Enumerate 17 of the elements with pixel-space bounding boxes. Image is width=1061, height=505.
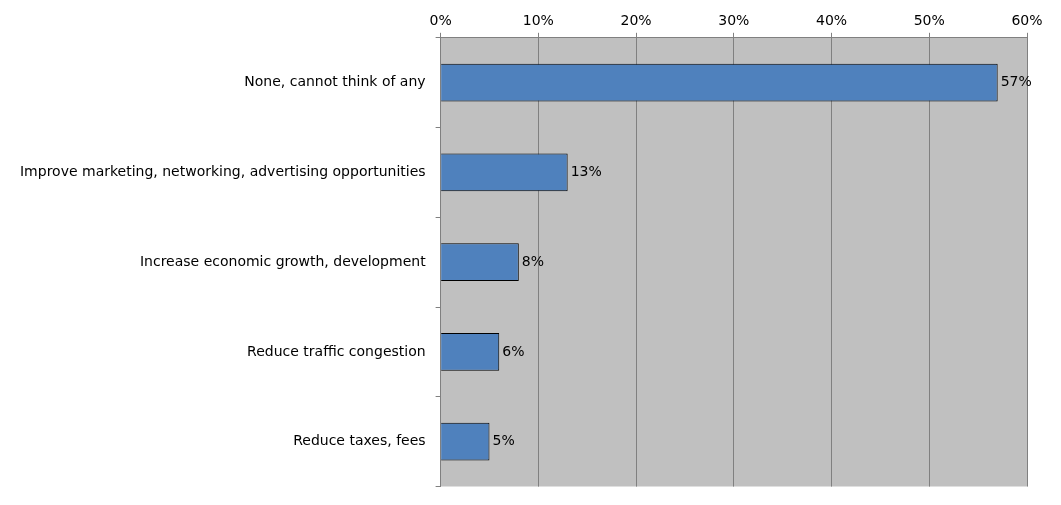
x-tick-label: 20% xyxy=(620,12,652,29)
y-tick-label: Improve marketing, networking, advertising opportunities xyxy=(19,163,426,180)
x-tick-label: 10% xyxy=(522,12,554,29)
data-label: 8% xyxy=(521,252,545,269)
data-label: 57% xyxy=(1000,73,1032,90)
x-tick-label: 40% xyxy=(815,12,848,29)
y-tick-label: None, cannot think of any xyxy=(244,73,426,90)
x-tick-label: 50% xyxy=(913,12,945,29)
x-tick-label: 30% xyxy=(718,12,750,29)
x-tick-label: 0% xyxy=(429,12,452,29)
y-tick-label: Reduce traffic congestion xyxy=(247,342,426,359)
data-label: 5% xyxy=(492,432,515,449)
y-tick-label: Increase economic growth, development xyxy=(139,252,427,269)
data-label: 6% xyxy=(502,342,525,359)
x-tick-label: 60% xyxy=(1011,12,1043,29)
y-tick-label: Reduce taxes, fees xyxy=(293,432,426,449)
data-label: 13% xyxy=(570,163,602,180)
